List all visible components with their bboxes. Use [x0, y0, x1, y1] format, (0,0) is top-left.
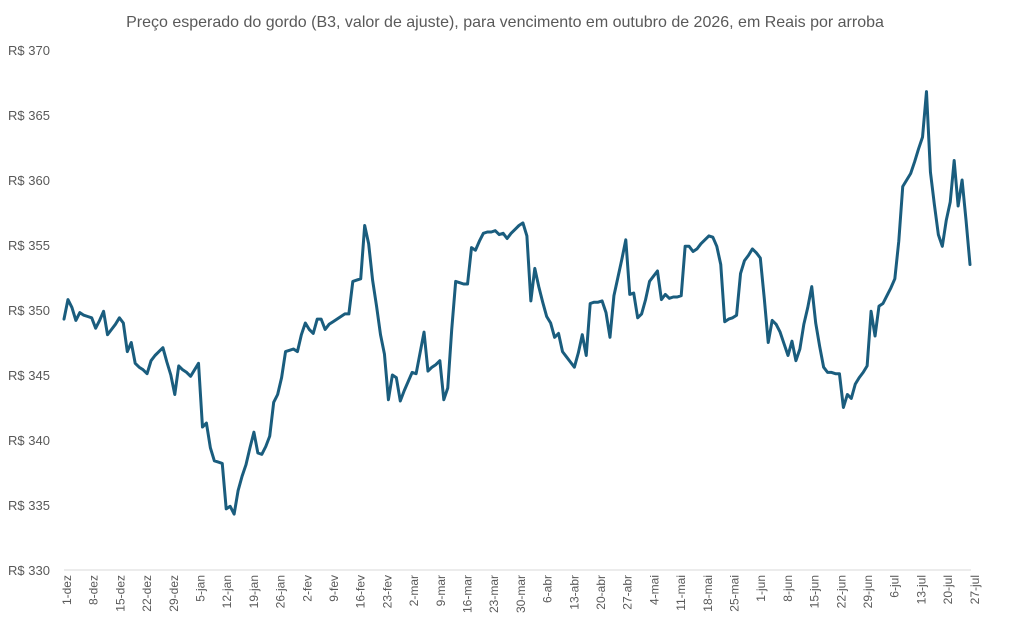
x-tick-label: 23-mar	[487, 575, 501, 613]
x-tick-label: 6-jul	[888, 575, 902, 598]
x-tick-label: 2-mar	[407, 575, 421, 606]
series-line	[62, 90, 972, 516]
x-tick-label: 6-abr	[541, 575, 555, 603]
x-tick-label: 29-jun	[861, 575, 875, 608]
x-tick-label: 9-fev	[327, 575, 341, 602]
x-tick-label: 16-fev	[354, 575, 368, 608]
x-tick-label: 15-jun	[808, 575, 822, 608]
x-tick-label: 13-jul	[914, 575, 928, 604]
x-axis: 1-dez 8-dez 15-dez 22-dez 29-dez 5-jan 12-jan 1…	[60, 575, 982, 613]
y-tick-label: R$ 365	[8, 108, 50, 123]
x-tick-label: 23-fev	[380, 575, 394, 608]
y-tick-label: R$ 370	[8, 43, 50, 58]
x-tick-label: 30-mar	[514, 575, 528, 613]
y-tick-label: R$ 360	[8, 173, 50, 188]
chart-title: Preço esperado do gordo (B3, valor de aj…	[126, 14, 884, 31]
y-tick-label: R$ 335	[8, 498, 50, 513]
y-tick-label: R$ 345	[8, 368, 50, 383]
x-tick-label: 2-fev	[300, 575, 314, 602]
x-tick-label: 22-dez	[140, 575, 154, 612]
x-tick-label: 4-mai	[647, 575, 661, 605]
y-tick-label: R$ 355	[8, 238, 50, 253]
y-tick-label: R$ 340	[8, 433, 50, 448]
x-tick-label: 9-mar	[434, 575, 448, 606]
y-tick-label: R$ 350	[8, 303, 50, 318]
x-tick-label: 1-jun	[754, 575, 768, 602]
y-axis: R$ 330 R$ 335 R$ 340 R$ 345 R$ 350 R$ 355 R$ 3…	[8, 43, 50, 578]
x-tick-label: 5-jan	[194, 575, 208, 602]
x-tick-label: 20-jul	[941, 575, 955, 604]
x-tick-label: 22-jun	[834, 575, 848, 608]
x-tick-label: 27-abr	[621, 575, 635, 610]
x-tick-label: 26-jan	[274, 575, 288, 608]
x-tick-label: 20-abr	[594, 575, 608, 610]
y-tick-label: R$ 330	[8, 563, 50, 578]
x-tick-label: 29-dez	[167, 575, 181, 612]
x-tick-label: 11-mai	[674, 575, 688, 611]
x-tick-label: 19-jan	[247, 575, 261, 608]
x-tick-label: 18-mai	[701, 575, 715, 612]
x-tick-label: 25-mai	[728, 575, 742, 612]
x-tick-label: 12-jan	[220, 575, 234, 608]
x-tick-label: 8-dez	[87, 575, 101, 605]
x-tick-label: 13-abr	[567, 575, 581, 610]
x-tick-label: 15-dez	[113, 575, 127, 612]
x-tick-label: 8-jun	[781, 575, 795, 602]
x-tick-label: 16-mar	[461, 575, 475, 613]
x-tick-label: 1-dez	[60, 575, 74, 605]
x-tick-label: 27-jul	[968, 575, 982, 604]
